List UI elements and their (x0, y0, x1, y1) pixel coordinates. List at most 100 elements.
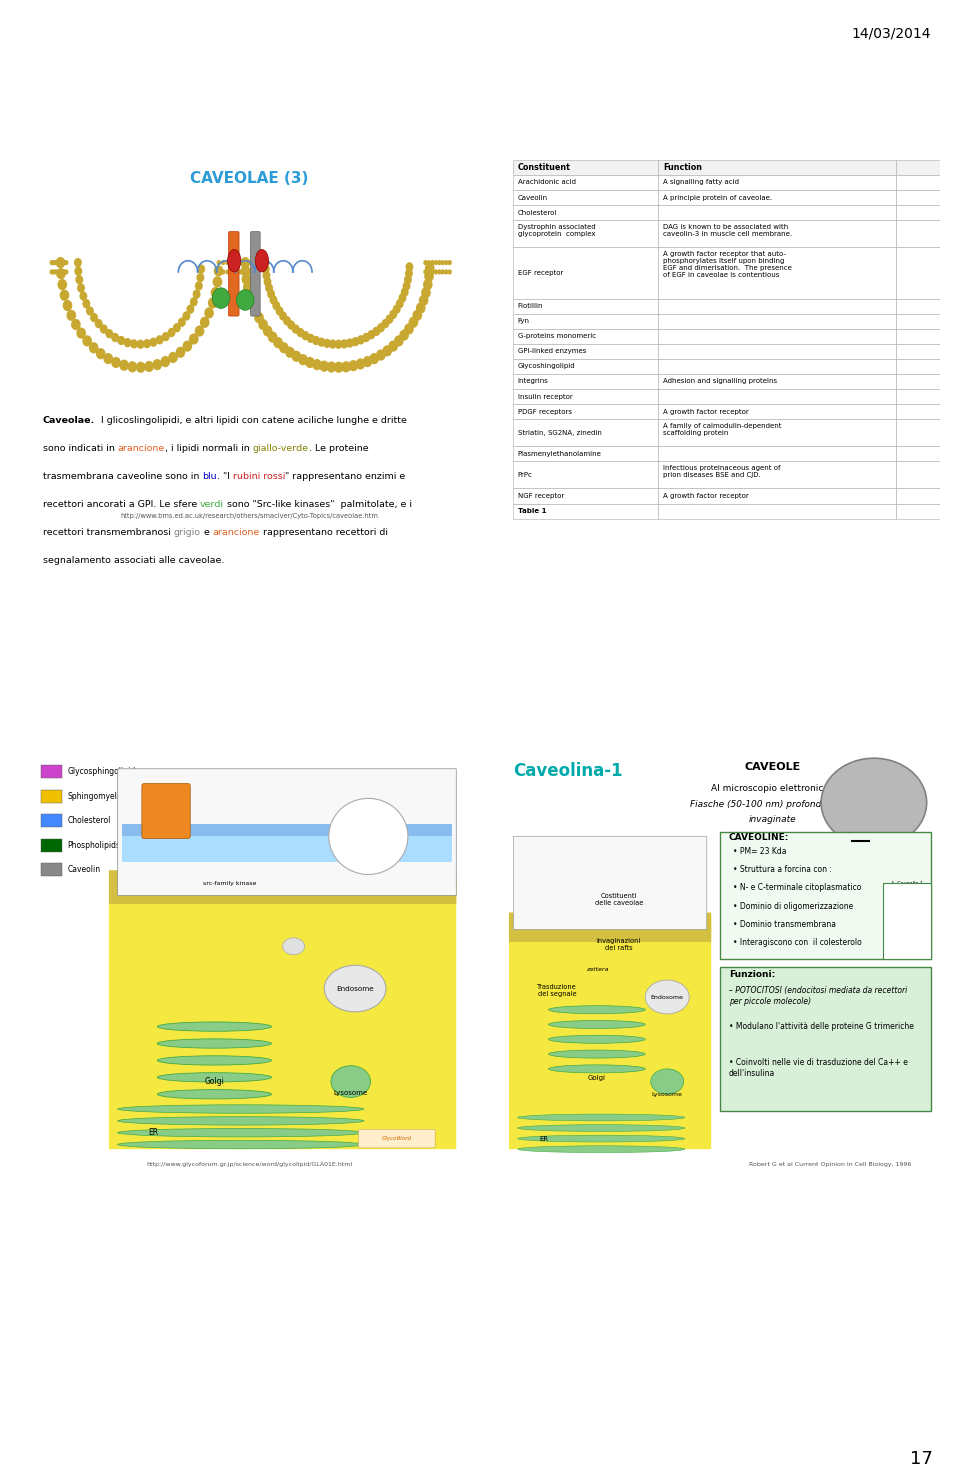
Bar (659, 374, 896, 389)
Ellipse shape (267, 289, 276, 298)
Ellipse shape (124, 338, 132, 347)
Bar (659, 389, 896, 403)
Ellipse shape (143, 340, 151, 349)
Text: G-proteins monomeric: G-proteins monomeric (517, 334, 596, 340)
Ellipse shape (274, 337, 283, 349)
Text: Endosome: Endosome (651, 995, 684, 1000)
Ellipse shape (228, 249, 241, 271)
Text: Lysosome: Lysosome (652, 1091, 683, 1097)
Ellipse shape (427, 260, 431, 265)
Ellipse shape (153, 359, 162, 371)
Ellipse shape (517, 1124, 684, 1132)
Ellipse shape (239, 260, 243, 265)
Ellipse shape (405, 262, 414, 271)
Ellipse shape (270, 295, 277, 304)
Bar (514, 488, 659, 504)
Text: GPI-linked enzymes: GPI-linked enzymes (517, 349, 587, 354)
Text: Glycoshingolipid: Glycoshingolipid (517, 363, 575, 369)
Bar (896, 248, 940, 298)
Bar (896, 504, 940, 519)
Bar (896, 420, 940, 446)
Text: • N- e C-terminale citoplasmatico: • N- e C-terminale citoplasmatico (733, 884, 861, 893)
Ellipse shape (273, 301, 280, 310)
Bar (896, 298, 940, 313)
Text: Insulin receptor: Insulin receptor (517, 393, 572, 399)
Text: • Interagiscono con  il colesterolo: • Interagiscono con il colesterolo (733, 937, 862, 946)
Bar (514, 461, 659, 488)
Bar (514, 374, 659, 389)
Ellipse shape (217, 260, 221, 265)
Text: CAVEOLE: CAVEOLE (745, 762, 801, 773)
Bar (896, 461, 940, 488)
Ellipse shape (416, 303, 425, 313)
Ellipse shape (136, 362, 146, 372)
Ellipse shape (261, 258, 270, 267)
Ellipse shape (268, 332, 277, 343)
Bar (896, 175, 940, 190)
Ellipse shape (357, 335, 365, 344)
Text: A principle protein of caveolae.: A principle protein of caveolae. (662, 194, 772, 200)
Text: sono indicati in: sono indicati in (43, 443, 118, 452)
Ellipse shape (399, 329, 409, 341)
FancyBboxPatch shape (118, 768, 456, 896)
Ellipse shape (324, 338, 331, 349)
Ellipse shape (821, 758, 926, 847)
Text: " rappresentano enzimi e: " rappresentano enzimi e (285, 472, 405, 480)
Ellipse shape (285, 347, 295, 357)
Ellipse shape (195, 325, 204, 337)
Ellipse shape (56, 270, 60, 274)
FancyBboxPatch shape (108, 871, 456, 905)
Text: NGF receptor: NGF receptor (517, 492, 564, 498)
Ellipse shape (62, 300, 72, 311)
Bar (40, 839, 61, 851)
Ellipse shape (402, 282, 411, 291)
Text: , i lipidi normali in: , i lipidi normali in (165, 443, 252, 452)
Ellipse shape (200, 317, 209, 328)
Ellipse shape (226, 260, 229, 265)
Text: Endosome: Endosome (336, 986, 374, 992)
Ellipse shape (434, 270, 438, 274)
Ellipse shape (548, 1065, 645, 1072)
Ellipse shape (346, 338, 354, 347)
Ellipse shape (221, 270, 226, 274)
Text: Al microscopio elettronico :: Al microscopio elettronico : (711, 783, 834, 792)
Ellipse shape (248, 260, 252, 265)
Ellipse shape (517, 1146, 684, 1152)
Ellipse shape (243, 282, 252, 292)
Ellipse shape (136, 340, 144, 349)
Bar (514, 344, 659, 359)
Bar (720, 832, 931, 960)
Ellipse shape (245, 289, 254, 301)
Bar (896, 329, 940, 344)
Ellipse shape (56, 268, 66, 279)
Bar (896, 344, 940, 359)
Ellipse shape (229, 260, 234, 265)
Bar (659, 344, 896, 359)
Ellipse shape (263, 325, 273, 337)
Text: • PM= 23 Kda: • PM= 23 Kda (733, 847, 786, 856)
Ellipse shape (156, 335, 163, 344)
Text: Golgi: Golgi (588, 1075, 606, 1081)
Ellipse shape (95, 319, 103, 328)
Text: Function: Function (662, 163, 702, 172)
Ellipse shape (312, 335, 320, 346)
Bar (514, 420, 659, 446)
Ellipse shape (362, 332, 371, 343)
Bar (896, 205, 940, 219)
Text: segnalamento associati alle caveolae.: segnalamento associati alle caveolae. (43, 556, 225, 565)
Ellipse shape (83, 335, 92, 347)
Ellipse shape (386, 314, 394, 323)
Ellipse shape (50, 270, 54, 274)
Text: http://www.bms.ed.ac.uk/research/others/smaciver/Cyto-Topics/caveolae.htm: http://www.bms.ed.ac.uk/research/others/… (121, 513, 378, 519)
Text: Trasduzione
del segnale: Trasduzione del segnale (538, 985, 577, 997)
Text: Caveolae.: Caveolae. (43, 415, 95, 424)
Bar (40, 814, 61, 828)
Ellipse shape (287, 320, 295, 329)
Ellipse shape (118, 1129, 364, 1137)
Ellipse shape (197, 273, 204, 282)
Ellipse shape (363, 356, 372, 368)
Ellipse shape (50, 260, 54, 265)
Ellipse shape (130, 340, 138, 349)
Ellipse shape (283, 316, 291, 325)
Text: Lysosome: Lysosome (334, 1090, 368, 1096)
